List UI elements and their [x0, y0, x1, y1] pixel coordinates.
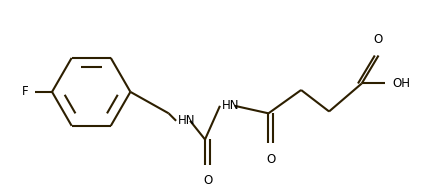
Text: O: O	[373, 33, 382, 46]
Text: F: F	[22, 85, 29, 98]
Text: HN: HN	[178, 114, 195, 127]
Text: HN: HN	[222, 99, 239, 112]
Text: O: O	[203, 174, 212, 187]
Text: O: O	[267, 153, 276, 166]
Text: OH: OH	[393, 77, 410, 90]
